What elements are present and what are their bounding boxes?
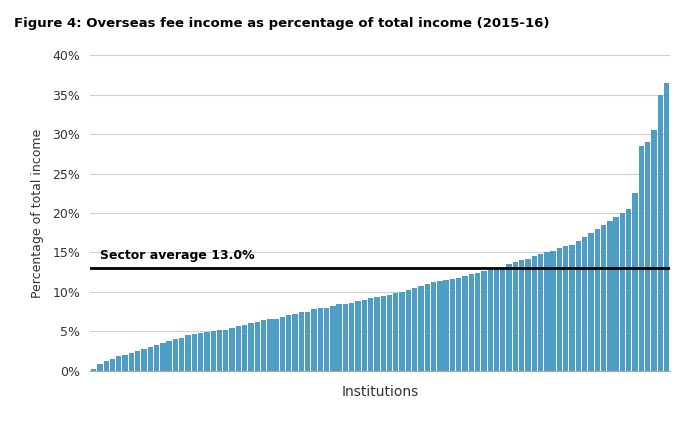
Bar <box>135 351 140 371</box>
Bar <box>387 295 392 371</box>
Bar <box>481 271 486 371</box>
Bar <box>205 332 209 371</box>
Bar <box>393 294 399 371</box>
Bar <box>632 193 638 371</box>
Bar <box>198 333 203 371</box>
Bar <box>148 347 153 371</box>
Bar <box>462 276 468 371</box>
Bar <box>311 309 316 371</box>
Bar <box>406 290 411 371</box>
Bar <box>513 262 518 371</box>
Bar <box>274 319 279 371</box>
Bar <box>349 303 354 371</box>
Bar <box>236 326 241 371</box>
Bar <box>223 330 229 371</box>
Bar <box>645 142 650 371</box>
Y-axis label: Percentage of total income: Percentage of total income <box>31 128 44 298</box>
Bar <box>141 348 146 371</box>
Bar <box>614 217 619 371</box>
Bar <box>424 284 430 371</box>
Bar <box>576 241 581 371</box>
Text: Figure 4: Overseas fee income as percentage of total income (2015-16): Figure 4: Overseas fee income as percent… <box>14 17 549 30</box>
Bar <box>211 331 216 371</box>
Bar <box>607 221 612 371</box>
Bar <box>173 339 178 371</box>
Bar <box>97 364 102 371</box>
Bar <box>361 300 367 371</box>
Bar <box>330 306 336 371</box>
Bar <box>545 252 549 371</box>
Bar <box>129 353 134 371</box>
Bar <box>191 334 197 371</box>
Bar <box>594 229 600 371</box>
Bar <box>638 146 644 371</box>
Bar <box>305 311 310 371</box>
Bar <box>286 315 292 371</box>
Bar <box>122 355 128 371</box>
Bar <box>355 301 361 371</box>
Bar <box>368 298 373 371</box>
Bar <box>242 325 247 371</box>
Bar <box>160 343 166 371</box>
Bar <box>116 357 122 371</box>
Bar <box>179 337 184 371</box>
Bar <box>519 260 524 371</box>
Bar <box>324 308 329 371</box>
Bar <box>399 292 405 371</box>
Bar <box>318 308 323 371</box>
Bar <box>412 288 417 371</box>
Bar <box>217 331 223 371</box>
Bar <box>154 345 159 371</box>
Bar <box>620 213 625 371</box>
Bar <box>431 282 436 371</box>
Bar <box>110 359 115 371</box>
Bar <box>582 237 587 371</box>
Bar <box>551 251 556 371</box>
Bar <box>601 225 606 371</box>
Bar <box>557 248 562 371</box>
Bar <box>418 285 424 371</box>
Bar <box>569 245 575 371</box>
Bar <box>381 296 386 371</box>
Bar <box>267 320 272 371</box>
Bar <box>185 335 191 371</box>
Bar <box>437 281 442 371</box>
Bar <box>254 322 260 371</box>
Bar <box>507 264 512 371</box>
Bar <box>167 341 172 371</box>
X-axis label: Institutions: Institutions <box>341 385 419 398</box>
Bar <box>444 280 449 371</box>
Bar <box>280 317 285 371</box>
Bar <box>292 314 298 371</box>
Bar <box>248 323 254 371</box>
Bar <box>104 361 109 371</box>
Bar <box>456 278 462 371</box>
Bar <box>563 246 569 371</box>
Bar <box>664 83 669 371</box>
Bar <box>475 273 480 371</box>
Bar <box>468 274 474 371</box>
Bar <box>299 312 304 371</box>
Bar <box>343 304 348 371</box>
Bar <box>651 130 656 371</box>
Bar <box>261 320 266 371</box>
Bar <box>337 305 342 371</box>
Bar <box>494 268 499 371</box>
Text: Sector average 13.0%: Sector average 13.0% <box>100 249 254 262</box>
Bar <box>538 254 543 371</box>
Bar <box>531 256 537 371</box>
Bar <box>658 95 663 371</box>
Bar <box>525 259 531 371</box>
Bar <box>229 328 235 371</box>
Bar <box>500 267 506 371</box>
Bar <box>375 296 379 371</box>
Bar <box>588 233 594 371</box>
Bar <box>488 270 493 371</box>
Bar <box>91 369 96 371</box>
Bar <box>626 209 632 371</box>
Bar <box>450 279 455 371</box>
